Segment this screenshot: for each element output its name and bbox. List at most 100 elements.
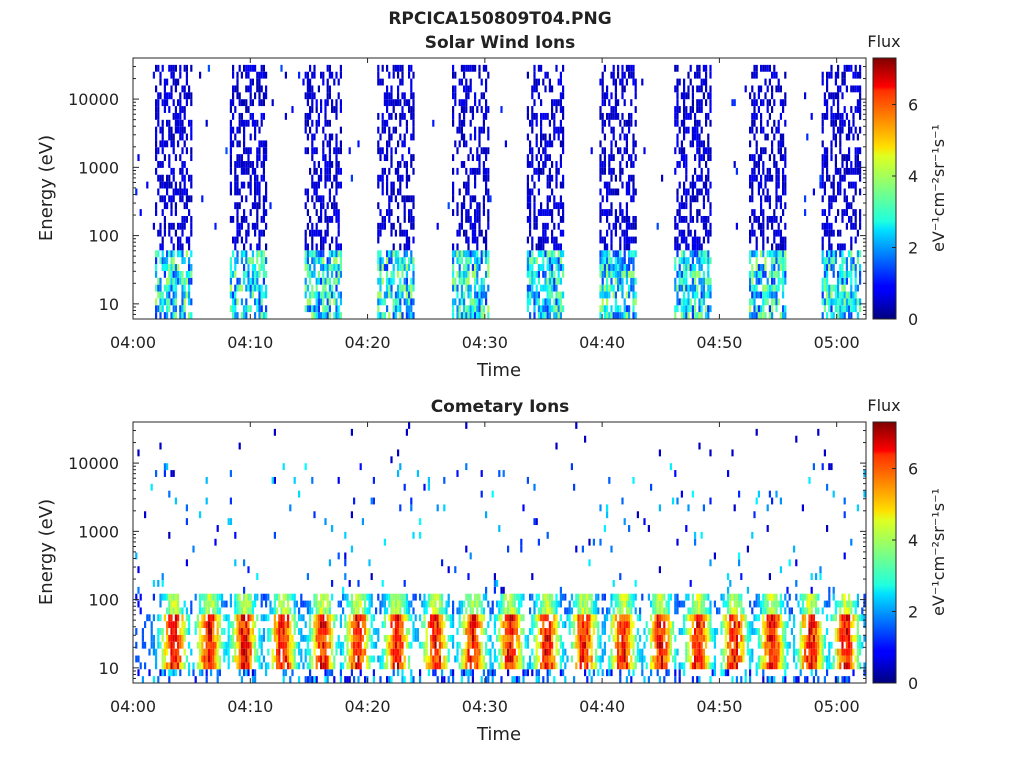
- flux-cell: [683, 264, 686, 271]
- flux-cell: [520, 662, 523, 670]
- flux-cell: [544, 277, 547, 285]
- flux-cell: [188, 264, 191, 271]
- flux-cell: [368, 662, 371, 670]
- flux-cell: [152, 634, 155, 642]
- flux-cell: [141, 676, 144, 683]
- flux-cell: [221, 641, 224, 649]
- flux-cell: [179, 243, 182, 251]
- flux-cell: [135, 593, 138, 601]
- flux-cell: [489, 607, 492, 615]
- flux-cell: [474, 600, 477, 608]
- flux-cell: [694, 195, 697, 203]
- flux-cell: [445, 641, 448, 649]
- flux-cell: [839, 85, 842, 93]
- flux-cell: [390, 648, 393, 656]
- flux-cell: [625, 202, 628, 210]
- flux-cell: [289, 628, 292, 635]
- flux-cell: [247, 119, 250, 127]
- flux-cell: [370, 600, 373, 608]
- flux-cell: [482, 655, 485, 663]
- flux-cell: [185, 628, 188, 635]
- flux-cell: [463, 621, 466, 629]
- flux-cell: [313, 167, 316, 175]
- flux-cell: [322, 600, 325, 608]
- flux-cell: [837, 112, 840, 120]
- flux-cell: [372, 641, 375, 649]
- flux-cell: [478, 215, 481, 223]
- flux-cell: [773, 298, 776, 306]
- flux-cell: [236, 78, 239, 86]
- flux-cell: [812, 188, 815, 196]
- flux-cell: [353, 662, 356, 670]
- flux-cell: [482, 614, 485, 622]
- flux-cell: [174, 209, 177, 216]
- flux-cell: [687, 312, 690, 319]
- flux-cell: [207, 648, 210, 656]
- flux-cell: [324, 518, 327, 526]
- flux-cell: [335, 112, 338, 120]
- flux-cell: [707, 195, 710, 203]
- flux-cell: [291, 648, 294, 656]
- flux-cell: [423, 648, 426, 656]
- flux-cell: [339, 641, 342, 649]
- flux-cell: [203, 655, 206, 663]
- flux-cell: [168, 64, 171, 72]
- flux-cell: [232, 298, 235, 306]
- flux-cell: [262, 147, 265, 155]
- flux-cell: [397, 257, 400, 265]
- flux-cell: [771, 270, 774, 278]
- flux-cell: [139, 593, 142, 601]
- flux-cell: [236, 126, 239, 134]
- flux-cell: [205, 497, 208, 505]
- flux-cell: [212, 655, 215, 663]
- flux-cell: [518, 600, 521, 608]
- flux-cell: [430, 593, 433, 601]
- flux-cell: [526, 215, 529, 223]
- flux-cell: [304, 92, 307, 100]
- flux-cell: [320, 202, 323, 210]
- flux-cell: [474, 628, 477, 635]
- flux-cell: [236, 655, 239, 663]
- flux-cell: [603, 305, 606, 313]
- flux-cell: [216, 648, 219, 656]
- flux-cell: [850, 161, 853, 168]
- flux-cell: [216, 641, 219, 649]
- flux-cell: [526, 71, 529, 79]
- flux-cell: [388, 99, 391, 107]
- flux-cell: [166, 662, 169, 670]
- flux-cell: [425, 634, 428, 642]
- flux-cell: [467, 641, 470, 649]
- flux-cell: [350, 655, 353, 663]
- flux-cell: [258, 92, 261, 100]
- flux-cell: [768, 99, 771, 107]
- flux-cell: [441, 669, 444, 677]
- flux-cell: [229, 188, 232, 196]
- flux-cell: [232, 250, 235, 258]
- flux-cell: [533, 78, 536, 86]
- flux-cell: [350, 641, 353, 649]
- flux-cell: [463, 305, 466, 313]
- flux-cell: [482, 147, 485, 155]
- flux-cell: [339, 621, 342, 629]
- flux-cell: [183, 161, 186, 168]
- flux-cell: [163, 648, 166, 656]
- flux-cell: [553, 277, 556, 285]
- flux-cell: [331, 181, 334, 189]
- flux-cell: [397, 628, 400, 635]
- flux-cell: [309, 250, 312, 258]
- flux-cell: [408, 298, 411, 306]
- flux-cell: [542, 284, 545, 292]
- flux-cell: [174, 85, 177, 93]
- flux-cell: [612, 112, 615, 120]
- flux-cell: [452, 209, 455, 216]
- flux-cell: [676, 270, 679, 278]
- flux-cell: [419, 641, 422, 649]
- flux-cell: [777, 222, 780, 230]
- flux-cell: [249, 78, 252, 86]
- flux-cell: [245, 621, 248, 629]
- flux-cell: [199, 669, 202, 677]
- flux-cell: [324, 655, 327, 663]
- flux-cell: [150, 641, 153, 649]
- flux-cell: [166, 202, 169, 210]
- flux-cell: [559, 99, 562, 107]
